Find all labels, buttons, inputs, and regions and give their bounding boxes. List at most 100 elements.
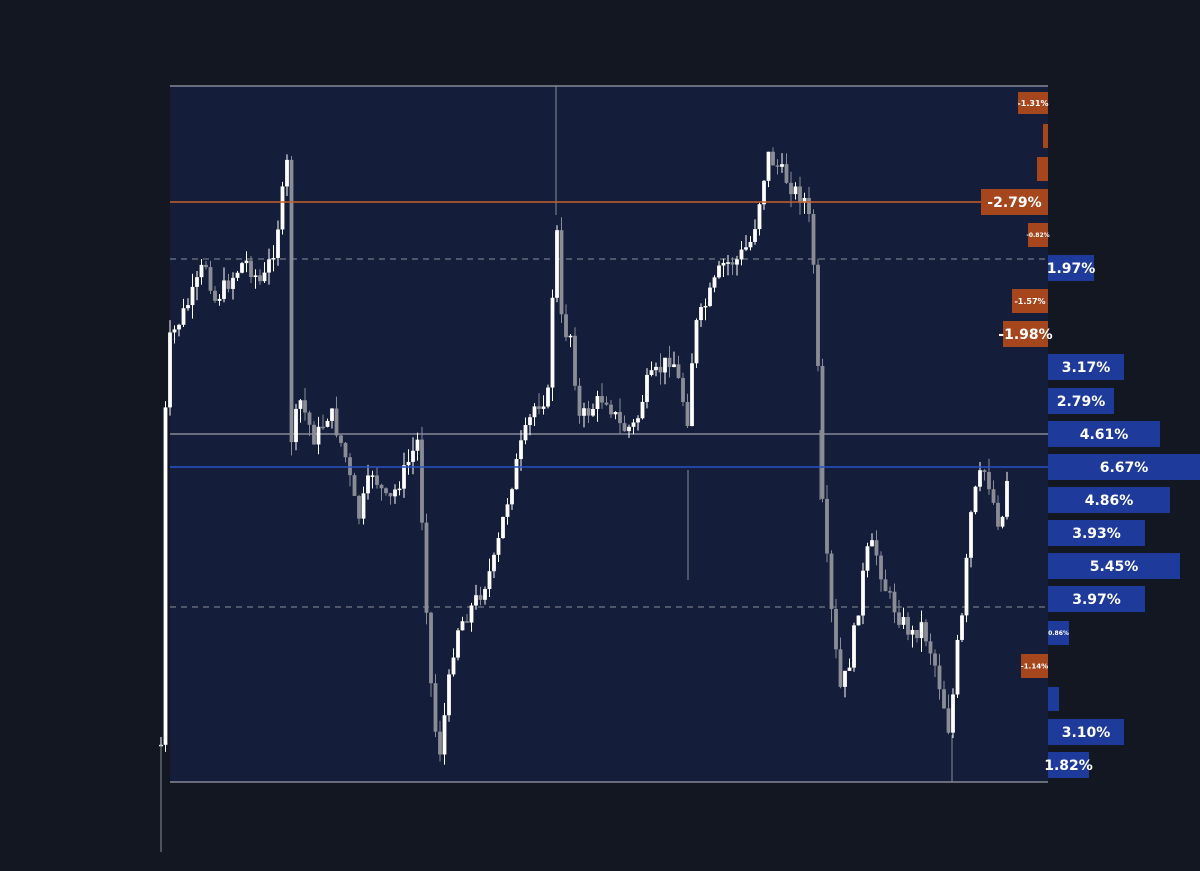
candle-body xyxy=(991,489,996,503)
candle-body xyxy=(244,260,249,264)
candle-body xyxy=(937,665,942,690)
candle-body xyxy=(429,612,433,684)
pct-bar xyxy=(1037,157,1048,181)
candle-body xyxy=(366,475,370,494)
pct-bar-label: -2.79% xyxy=(987,195,1041,211)
candle-body xyxy=(276,229,280,259)
candle-body xyxy=(982,470,987,473)
candle-body xyxy=(933,653,937,666)
candle-body xyxy=(726,262,730,264)
candle-body xyxy=(870,540,874,547)
candle-body xyxy=(361,493,366,519)
candle-body xyxy=(411,450,415,462)
candle-body xyxy=(946,708,951,733)
candle-body xyxy=(636,418,640,423)
candle-body xyxy=(168,332,172,408)
candle-body xyxy=(762,180,766,205)
candle-body xyxy=(906,617,910,635)
candle-body xyxy=(537,406,541,409)
candle-body xyxy=(901,617,906,625)
candle-body xyxy=(919,622,924,639)
candle-body xyxy=(370,475,375,477)
candle-body xyxy=(519,440,523,460)
candle-body xyxy=(595,396,600,409)
candle-body xyxy=(888,591,892,593)
candle-body xyxy=(199,264,204,278)
candle-body xyxy=(708,287,712,306)
candle-body xyxy=(730,262,735,265)
pct-bar-label: 3.10% xyxy=(1062,725,1111,741)
candle-body xyxy=(654,366,658,371)
candle-body xyxy=(649,370,654,375)
pct-bar xyxy=(1048,621,1069,645)
candle-body xyxy=(757,204,762,230)
candle-body xyxy=(663,357,667,373)
candle-body xyxy=(325,420,330,427)
candle-body xyxy=(883,579,888,592)
pct-bar-label: 4.61% xyxy=(1080,427,1129,443)
candle-body xyxy=(721,262,726,266)
candle-body xyxy=(798,186,802,203)
pct-bar xyxy=(1012,289,1048,313)
candle-body xyxy=(829,553,834,609)
candle-body xyxy=(496,538,501,555)
candle-body xyxy=(460,621,465,631)
pct-bar xyxy=(1028,223,1048,247)
candle-body xyxy=(330,408,334,421)
candle-body xyxy=(384,488,388,494)
candle-body xyxy=(667,357,672,368)
candle-body xyxy=(703,305,708,308)
candle-body xyxy=(478,595,483,600)
pct-bar-label: 1.82% xyxy=(1044,758,1093,774)
candle-body xyxy=(267,259,271,273)
candle-body xyxy=(685,402,690,427)
candle-body xyxy=(856,615,861,626)
candle-body xyxy=(694,320,699,364)
candle-body xyxy=(735,259,739,265)
candle-body xyxy=(928,641,933,654)
candle-body xyxy=(501,516,505,539)
candle-body xyxy=(438,731,442,755)
candle-body xyxy=(1000,516,1005,527)
candle-body xyxy=(960,615,964,640)
candle-body xyxy=(388,493,393,497)
candle-body xyxy=(987,472,991,490)
candle-body xyxy=(789,182,793,195)
candle-body xyxy=(555,230,559,298)
pct-bar xyxy=(1048,586,1145,612)
candle-body xyxy=(843,670,847,687)
candle-body xyxy=(793,186,798,195)
pct-bar-label: -0.82% xyxy=(1026,232,1049,239)
candle-body xyxy=(204,264,208,268)
candle-body xyxy=(397,488,402,491)
candle-body xyxy=(226,280,231,289)
pct-bar-label: 1.97% xyxy=(1047,261,1096,277)
candle-body xyxy=(294,408,298,443)
candle-body xyxy=(357,495,361,519)
pct-bar-label: 5.45% xyxy=(1090,559,1139,575)
candle-body xyxy=(514,459,519,490)
candle-body xyxy=(820,365,825,499)
candle-body xyxy=(181,308,186,325)
pct-bar xyxy=(1048,255,1094,281)
candle-body xyxy=(915,629,919,639)
pct-bar xyxy=(1003,321,1048,347)
candle-body xyxy=(456,630,460,658)
candle-body xyxy=(591,408,595,416)
candle-body xyxy=(942,689,946,709)
candle-body xyxy=(631,422,636,427)
candle-body xyxy=(748,241,753,248)
candle-body xyxy=(865,546,870,571)
candle-body xyxy=(582,408,586,416)
candle-body xyxy=(190,286,195,306)
candle-body xyxy=(240,263,244,273)
candle-body xyxy=(415,439,420,451)
candle-body xyxy=(447,674,451,716)
candle-body xyxy=(996,502,1000,527)
candle-body xyxy=(807,198,811,215)
pct-bar-label: 6.67% xyxy=(1100,460,1149,476)
pct-bar xyxy=(1048,687,1059,711)
candle-body xyxy=(213,290,217,301)
candle-body xyxy=(559,230,564,315)
candle-body xyxy=(312,424,316,445)
